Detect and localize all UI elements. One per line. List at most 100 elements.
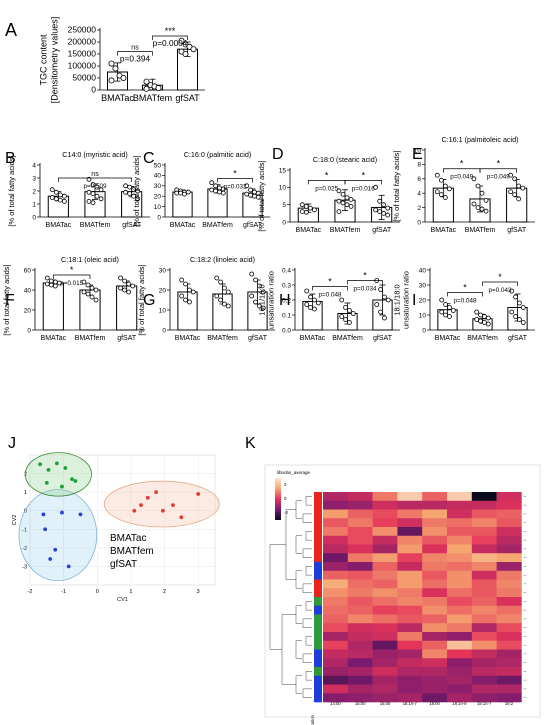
x-tick-label: 1 xyxy=(129,589,132,595)
significance-mark: * xyxy=(362,170,366,180)
scatter-point xyxy=(73,479,78,483)
panel-J: J-2-10123-3-2-1012CV1CV2BMATacBMATfemgfS… xyxy=(8,435,220,603)
heatmap-cell xyxy=(372,658,398,668)
colorbar-title: libnobs_average xyxy=(277,470,311,475)
data-point xyxy=(44,281,50,287)
heatmap-cell xyxy=(347,553,373,563)
heatmap-cell xyxy=(422,597,448,607)
heatmap-cell xyxy=(471,597,497,607)
scatter-point xyxy=(66,564,71,569)
heatmap-cell xyxy=(372,614,398,624)
p-value-label: p=0.048 xyxy=(319,292,342,299)
heatmap-cell xyxy=(471,492,497,502)
heatmap-cell xyxy=(422,649,448,659)
heatmap-cell xyxy=(496,632,522,642)
data-point xyxy=(49,187,55,193)
x-tick-label: BMATac xyxy=(435,335,461,342)
heatmap-cell xyxy=(323,527,349,537)
heatmap-cell xyxy=(447,597,473,607)
panel-letter: E xyxy=(412,146,423,163)
heatmap-cell xyxy=(397,667,423,677)
heatmap-cell xyxy=(372,605,398,615)
heatmap-cell xyxy=(397,693,423,703)
confidence-ellipse xyxy=(24,452,92,497)
heatmap-cell xyxy=(397,570,423,580)
heatmap-cell xyxy=(323,649,349,659)
data-point xyxy=(118,285,124,291)
heatmap-cell xyxy=(422,527,448,537)
column-label: 14:00 xyxy=(330,701,341,706)
heatmap-cell xyxy=(447,535,473,545)
y-tick-label: 4 xyxy=(417,191,421,198)
data-point xyxy=(344,202,350,208)
y-tick-label: 40 xyxy=(154,173,162,180)
heatmap-cell xyxy=(447,684,473,694)
heatmap-cell xyxy=(372,492,398,502)
heatmap-cell xyxy=(496,518,522,528)
heatmap-cell xyxy=(422,492,448,502)
heatmap-cell xyxy=(447,605,473,615)
scatter-point xyxy=(139,503,143,508)
heatmap-cell xyxy=(496,614,522,624)
data-point xyxy=(385,205,391,211)
x-tick-label: gfSAT xyxy=(373,335,393,342)
data-point xyxy=(174,190,180,196)
heatmap-cell xyxy=(447,553,473,563)
data-point xyxy=(439,297,445,303)
heatmap-cell xyxy=(471,535,497,545)
y-axis-label: [% of total fatty acids] xyxy=(132,155,141,226)
colorbar xyxy=(275,478,281,520)
data-point xyxy=(127,191,133,197)
heatmap-cell xyxy=(347,684,373,694)
data-point xyxy=(120,75,127,82)
heatmap-cell xyxy=(323,693,349,703)
x-tick-label: gfSAT xyxy=(117,335,137,342)
heatmap-cell xyxy=(397,579,423,589)
heatmap-cell xyxy=(397,605,423,615)
data-point xyxy=(187,299,192,305)
y-tick-label: 6 xyxy=(417,176,421,183)
heatmap-cell xyxy=(347,588,373,598)
y-axis-label: [% of total fatty acids] xyxy=(257,160,266,231)
data-point xyxy=(48,282,54,288)
data-point xyxy=(304,288,310,294)
heatmap-cell xyxy=(447,579,473,589)
data-point xyxy=(303,203,309,209)
data-point xyxy=(520,185,526,191)
significance-mark: ns xyxy=(131,45,139,52)
heatmap-cell xyxy=(496,623,522,633)
x-tick-label: BMATfem xyxy=(332,335,363,342)
data-point xyxy=(483,197,489,203)
heatmap-cell xyxy=(471,614,497,624)
x-tick-label: BMATac xyxy=(431,227,457,234)
scatter-point xyxy=(154,490,159,495)
y-tick-label: 0.4 xyxy=(282,267,291,274)
significance-mark: * xyxy=(233,169,237,179)
data-point xyxy=(213,183,218,189)
data-point xyxy=(214,275,220,281)
x-tick-label: 2 xyxy=(163,589,166,595)
x-tick-label: gfSAT xyxy=(175,93,200,103)
heatmap-cell xyxy=(422,684,448,694)
heatmap-cell xyxy=(397,553,423,563)
heatmap-cell xyxy=(347,649,373,659)
data-point xyxy=(118,275,124,281)
data-point xyxy=(143,85,150,92)
data-point xyxy=(446,186,452,192)
data-point xyxy=(225,303,231,309)
data-point xyxy=(218,297,223,303)
heatmap-cell xyxy=(323,535,349,545)
heatmap-cell xyxy=(496,553,522,563)
data-point xyxy=(98,187,104,193)
heatmap-cell xyxy=(323,605,349,615)
x-tick-label: gfSAT xyxy=(122,222,142,229)
data-point xyxy=(347,320,352,325)
panel-A: A 0 50000 100000 150000 200000 250000 TGC conte… xyxy=(5,17,205,103)
row-group-marker xyxy=(314,570,322,580)
panel-C: C C:16:0 (palmitic acid) 0 10 20 30 40 50 [% of … xyxy=(132,150,270,229)
significance-bracket xyxy=(442,168,481,173)
data-point xyxy=(122,278,128,284)
significance-mark: ns xyxy=(91,171,99,178)
y-tick-label: 0 xyxy=(24,509,27,515)
